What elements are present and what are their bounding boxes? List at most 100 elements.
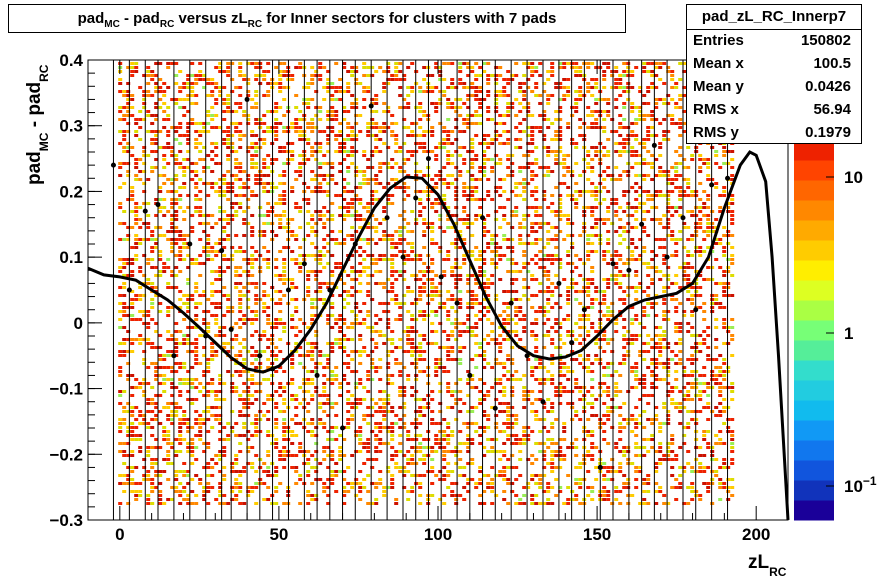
heatmap-cell (382, 490, 387, 493)
heatmap-cell (186, 234, 191, 237)
heatmap-cell (138, 294, 143, 297)
heatmap-cell (306, 106, 311, 109)
heatmap-cell (502, 338, 507, 341)
heatmap-cell (150, 434, 155, 437)
heatmap-cell (310, 350, 315, 353)
heatmap-cell (530, 90, 535, 93)
heatmap-cell (154, 402, 159, 405)
heatmap-cell (122, 450, 127, 453)
heatmap-cell (130, 302, 135, 305)
heatmap-cell (454, 262, 459, 265)
heatmap-cell (422, 150, 427, 153)
heatmap-cell (422, 282, 427, 285)
heatmap-cell (150, 466, 155, 469)
heatmap-cell (418, 370, 423, 373)
heatmap-cell (502, 422, 507, 425)
heatmap-cell (410, 350, 415, 353)
heatmap-cell (122, 406, 127, 409)
heatmap-cell (294, 342, 299, 345)
heatmap-cell (290, 258, 295, 261)
heatmap-cell (222, 450, 227, 453)
heatmap-cell (182, 258, 187, 261)
heatmap-cell (130, 226, 135, 229)
heatmap-cell (442, 198, 447, 201)
heatmap-cell (550, 422, 555, 425)
heatmap-cell (434, 274, 439, 277)
heatmap-cell (406, 66, 411, 69)
heatmap-cell (482, 162, 487, 165)
heatmap-cell (386, 82, 391, 85)
heatmap-cell (422, 234, 427, 237)
heatmap-cell (394, 162, 399, 165)
heatmap-cell (434, 362, 439, 365)
heatmap-cell (226, 182, 231, 185)
heatmap-cell (482, 502, 487, 505)
heatmap-cell (194, 318, 199, 321)
heatmap-cell (530, 494, 535, 497)
heatmap-cell (314, 478, 319, 481)
heatmap-cell (402, 158, 407, 161)
heatmap-cell (222, 246, 227, 249)
heatmap-cell (350, 134, 355, 137)
heatmap-cell (482, 138, 487, 141)
heatmap-cell (478, 346, 483, 349)
heatmap-cell (358, 498, 363, 501)
heatmap-cell (190, 490, 195, 493)
heatmap-cell (458, 62, 463, 65)
heatmap-cell (514, 422, 519, 425)
heatmap-cell (226, 218, 231, 221)
heatmap-cell (386, 486, 391, 489)
heatmap-cell (514, 314, 519, 317)
heatmap-cell (594, 122, 599, 125)
heatmap-cell (134, 122, 139, 125)
heatmap-cell (234, 122, 239, 125)
heatmap-cell (502, 442, 507, 445)
heatmap-cell (570, 114, 575, 117)
heatmap-cell (546, 170, 551, 173)
heatmap-cell (126, 146, 131, 149)
heatmap-cell (430, 238, 435, 241)
heatmap-cell (290, 150, 295, 153)
heatmap-cell (454, 298, 459, 301)
heatmap-cell (354, 174, 359, 177)
heatmap-cell (530, 138, 535, 141)
heatmap-cell (246, 378, 251, 381)
heatmap-cell (330, 374, 335, 377)
heatmap-cell (546, 298, 551, 301)
heatmap-cell (382, 418, 387, 421)
heatmap-cell (554, 134, 559, 137)
heatmap-cell (346, 426, 351, 429)
heatmap-cell (590, 214, 595, 217)
heatmap-cell (326, 358, 331, 361)
heatmap-cell (162, 182, 167, 185)
heatmap-cell (522, 330, 527, 333)
heatmap-cell (570, 270, 575, 273)
heatmap-cell (242, 114, 247, 117)
heatmap-cell (474, 94, 479, 97)
heatmap-cell (226, 110, 231, 113)
heatmap-cell (202, 222, 207, 225)
heatmap-cell (130, 490, 135, 493)
heatmap-cell (394, 230, 399, 233)
heatmap-cell (402, 422, 407, 425)
heatmap-cell (130, 258, 135, 261)
heatmap-cell (482, 282, 487, 285)
heatmap-cell (346, 214, 351, 217)
heatmap-cell (382, 230, 387, 233)
heatmap-cell (378, 282, 383, 285)
heatmap-cell (390, 258, 395, 261)
heatmap-cell (122, 150, 127, 153)
heatmap-cell (498, 74, 503, 77)
heatmap-cell (478, 178, 483, 181)
heatmap-cell (550, 282, 555, 285)
heatmap-cell (506, 166, 511, 169)
heatmap-cell (314, 90, 319, 93)
heatmap-cell (194, 378, 199, 381)
heatmap-cell (566, 222, 571, 225)
heatmap-cell (238, 186, 243, 189)
heatmap-cell (246, 198, 251, 201)
heatmap-cell (282, 274, 287, 277)
heatmap-cell (446, 154, 451, 157)
heatmap-cell (314, 290, 319, 293)
heatmap-cell (150, 166, 155, 169)
